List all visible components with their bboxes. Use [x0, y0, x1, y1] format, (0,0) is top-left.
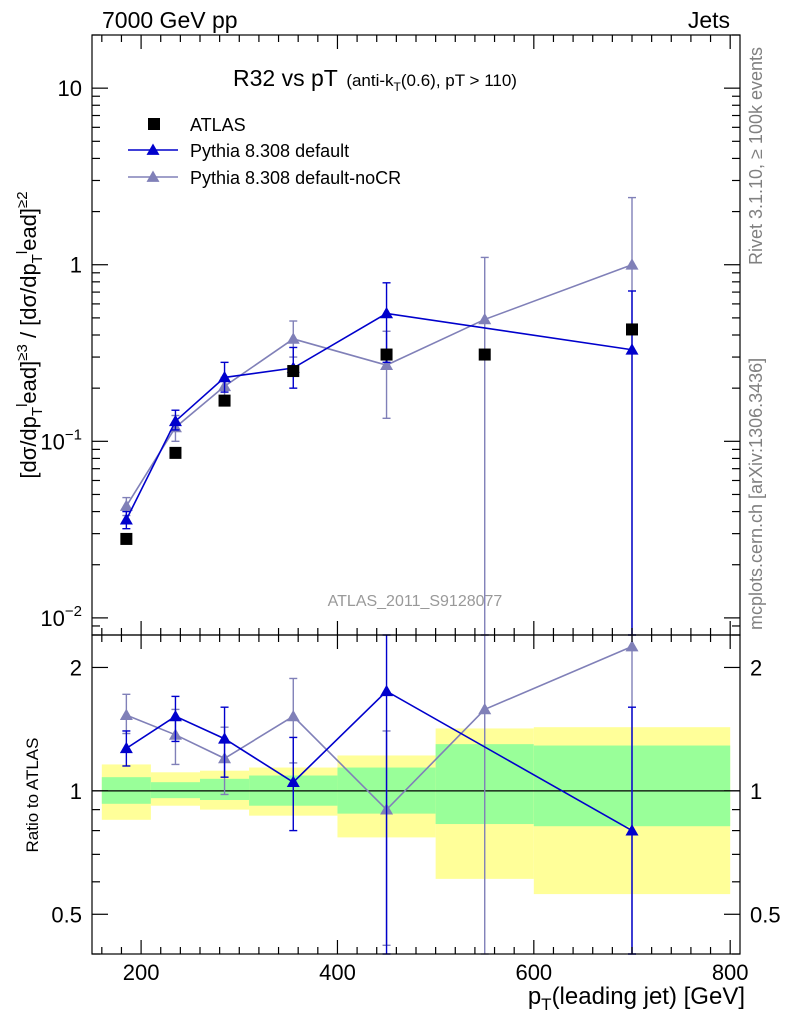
title-main: R32 vs pT: [233, 65, 338, 91]
top-panel: [119, 196, 639, 636]
ratio-bands: [92, 727, 740, 895]
pythia-nocr-ratio-point: [478, 702, 492, 715]
header-right: Jets: [688, 7, 730, 33]
y-tick-label: 10−1: [40, 426, 82, 454]
pythia-default-ratio-point: [119, 741, 133, 754]
pythia-nocr-point: [380, 358, 394, 371]
legend: ATLAS Pythia 8.308 default Pythia 8.308 de…: [128, 115, 401, 188]
legend-marker-triangle: [146, 143, 160, 155]
pythia-nocr-ratio-point: [286, 709, 300, 722]
pythia-nocr-point: [625, 258, 639, 270]
pythia-nocr-point: [478, 312, 492, 325]
pythia-nocr-ratio-point: [625, 639, 639, 652]
ratio-y-tick-label-left: 1: [70, 779, 82, 804]
legend-entry: Pythia 8.308 default: [190, 141, 349, 161]
atlas-point: [287, 365, 300, 378]
ratio-y-tick-label-right: 1: [750, 779, 762, 804]
pythia-default-ratio-point: [286, 775, 300, 788]
chart-title: R32 vs pT (anti-kT(0.6), pT > 110): [233, 65, 517, 94]
ratio-band-inner: [150, 782, 200, 799]
title-sub: (anti-kT(0.6), pT > 110): [346, 71, 517, 94]
ratio-y-tick-label-right: 2: [750, 655, 762, 680]
pythia-default-point: [380, 306, 394, 319]
x-tick-label: 800: [712, 960, 749, 985]
y-tick-label: 1: [70, 253, 82, 278]
pythia-default-ratio-point: [218, 732, 232, 744]
y-tick-label: 10: [58, 76, 82, 101]
x-axis-label: pT(leading jet) [GeV]: [528, 983, 745, 1014]
pythia-default-ratio-line: [125, 690, 633, 832]
pythia-default-ratio-point: [380, 684, 394, 697]
legend-marker-triangle: [146, 170, 160, 182]
y-tick-label: 10−2: [40, 603, 82, 631]
atlas-point: [218, 394, 231, 407]
atlas-point: [626, 323, 638, 336]
ratio-y-tick-label-left: 0.5: [51, 902, 82, 927]
y-axis-label-top: [dσ/dpTlead]≥3 / [dσ/dpTlead]≥2: [14, 191, 46, 478]
pythia-default-point: [218, 370, 232, 383]
pythia-nocr-ratio-point: [119, 708, 133, 721]
side-label-bottom: mcplots.cern.ch [arXiv:1306.3436]: [746, 358, 766, 630]
pythia-default-ratio-point: [168, 709, 182, 722]
analysis-label: ATLAS_2011_S9128077: [328, 593, 503, 610]
atlas-point: [478, 348, 491, 361]
side-label-top: Rivet 3.1.10, ≥ 100k events: [746, 47, 766, 265]
y-axis-label-ratio: Ratio to ATLAS: [23, 738, 42, 853]
x-tick-label: 200: [123, 960, 160, 985]
pythia-nocr-point: [119, 499, 133, 511]
atlas-point: [120, 532, 133, 545]
pythia-default-point: [168, 414, 182, 427]
pythia-nocr-line: [125, 263, 633, 507]
ratio-y-tick-label-left: 2: [70, 655, 82, 680]
legend-marker-atlas: [148, 118, 160, 130]
pythia-default-point: [119, 513, 133, 525]
pythia-nocr-point: [286, 332, 300, 344]
atlas-point: [169, 446, 182, 459]
header-left: 7000 GeV pp: [102, 7, 238, 33]
pythia-default-line: [125, 312, 633, 521]
atlas-point: [380, 348, 393, 361]
x-tick-label: 600: [515, 960, 552, 985]
axes: 200 400 600 800 10−2 10−1 1 10 0.5 0.5 1 1 2 2: [40, 34, 781, 985]
ratio-y-tick-label-right: 0.5: [750, 902, 781, 927]
x-tick-label: 400: [319, 960, 356, 985]
legend-entry: ATLAS: [190, 115, 246, 135]
legend-entry: Pythia 8.308 default-noCR: [190, 168, 401, 188]
pythia-default-point: [625, 343, 639, 355]
pythia-default-ratio-point: [625, 824, 639, 836]
